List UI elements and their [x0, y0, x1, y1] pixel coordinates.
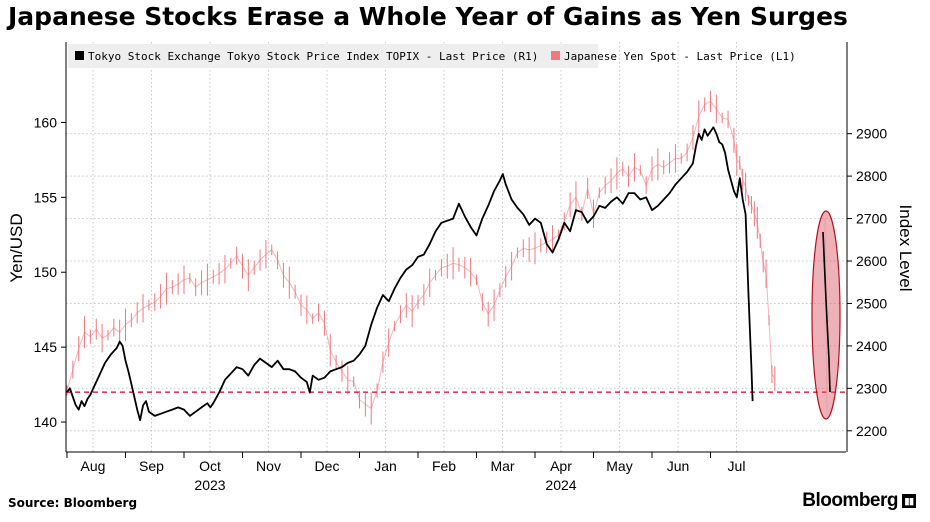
x-tick-label: Dec	[315, 458, 340, 474]
left-axis-label: Yen/USD	[7, 213, 26, 282]
yen-series	[66, 90, 776, 425]
left-tick-label: 150	[34, 264, 58, 280]
source-note: Source: Bloomberg	[8, 496, 138, 510]
topix-line	[66, 126, 754, 422]
x-tick-label: Jun	[667, 458, 690, 474]
bloomberg-logo: Bloomberg ▮▮	[802, 490, 916, 512]
x-axis-ticks: Aug Sep Oct Nov Dec Jan Feb Mar Apr May Jun Jul 2023…	[66, 452, 746, 493]
right-tick-label: 2400	[856, 338, 887, 354]
yen-line	[66, 100, 776, 410]
left-tick-label: 140	[34, 414, 58, 430]
legend: Tokyo Stock Exchange Tokyo Stock Price I…	[68, 44, 796, 68]
legend-background	[68, 44, 598, 68]
right-axis-label: Index Level	[896, 205, 915, 292]
highlight-topix-segment	[822, 231, 831, 393]
x-tick-label: May	[606, 458, 632, 474]
brand-text: Bloomberg	[802, 490, 898, 511]
x-tick-label: Oct	[199, 458, 221, 474]
right-tick-label: 2900	[856, 126, 887, 142]
legend-swatch-topix	[75, 51, 84, 60]
x-tick-label: Apr	[550, 458, 572, 474]
left-tick-label: 160	[34, 114, 58, 130]
left-tick-label: 155	[34, 189, 58, 205]
right-tick-label: 2700	[856, 211, 887, 227]
chart-title: Japanese Stocks Erase a Whole Year of Ga…	[8, 2, 848, 31]
right-tick-label: 2300	[856, 380, 887, 396]
terminal-icon: ▮▮	[902, 494, 916, 508]
highlight-ellipse	[811, 210, 841, 420]
right-tick-label: 2500	[856, 295, 887, 311]
x-tick-label: Jul	[728, 458, 746, 474]
legend-label-topix: Tokyo Stock Exchange Tokyo Stock Price I…	[88, 50, 538, 63]
x-tick-label: Jan	[374, 458, 397, 474]
left-tick-label: 145	[34, 339, 58, 355]
legend-label-yen: Japanese Yen Spot - Last Price (L1)	[564, 50, 796, 63]
x-tick-label: Aug	[81, 458, 106, 474]
legend-swatch-yen	[551, 51, 560, 60]
right-axis-ticks: 2200 2300 2400 2500 2600 2700 2800 2900	[847, 126, 887, 439]
x-tick-label: Mar	[490, 458, 514, 474]
topix-series	[66, 126, 754, 422]
left-axis-ticks: 140 145 150 155 160	[34, 114, 66, 430]
year-label: 2024	[545, 477, 576, 493]
x-tick-label: Sep	[139, 458, 164, 474]
axes	[65, 42, 848, 453]
right-tick-label: 2200	[856, 423, 887, 439]
right-tick-label: 2800	[856, 168, 887, 184]
x-tick-label: Nov	[256, 458, 281, 474]
year-label: 2023	[194, 477, 225, 493]
gridlines	[66, 42, 846, 452]
right-tick-label: 2600	[856, 253, 887, 269]
x-tick-label: Feb	[432, 458, 456, 474]
